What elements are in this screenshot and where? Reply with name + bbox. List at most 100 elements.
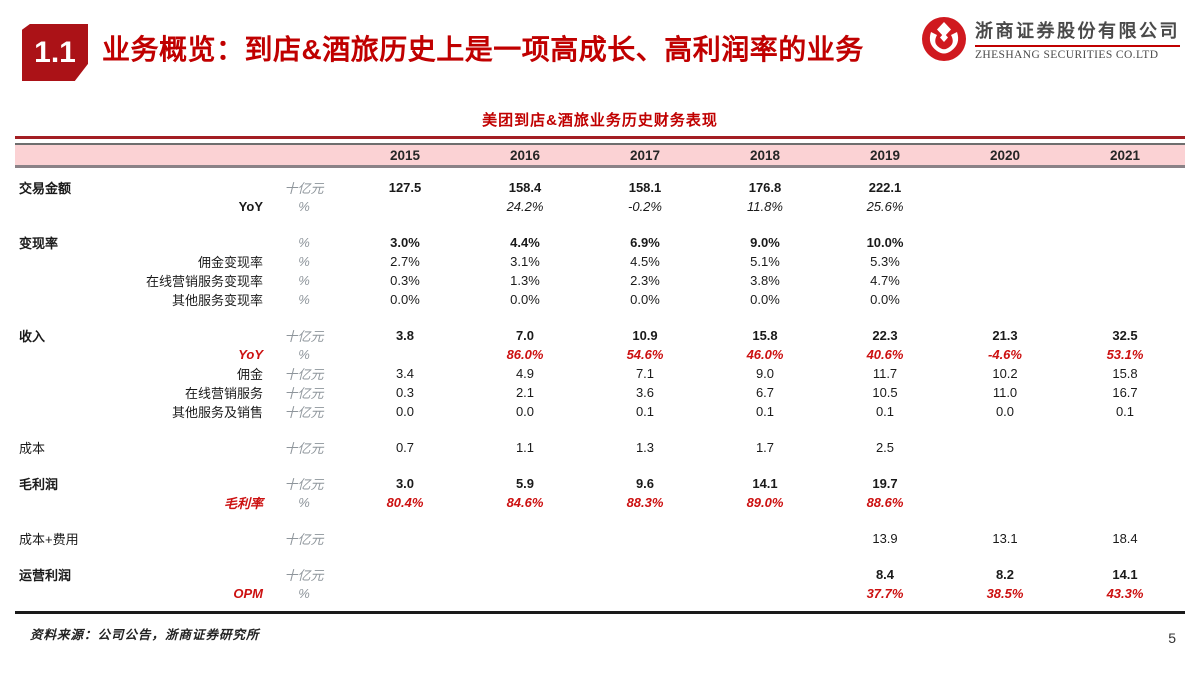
value-cell: 22.3 (872, 328, 898, 343)
value-cell: 86.0% (506, 347, 544, 362)
row-unit: 十亿元 (284, 405, 324, 420)
value-cell: 4.9 (515, 366, 535, 381)
value-cell: 3.4 (395, 366, 415, 381)
source-note: 资料来源：公司公告，浙商证券研究所 (30, 628, 260, 642)
value-cell: 0.3 (395, 385, 415, 400)
value-cell: 38.5% (986, 586, 1024, 601)
table-row: 其他服务及销售 十亿元 0.0 0.0 0.1 0.1 0.1 0.0 0.1 (15, 402, 1185, 421)
value-cell: 11.8% (747, 199, 783, 214)
row-label: 收入 (19, 329, 46, 344)
value-cell: 24.2% (506, 199, 544, 214)
value-cell: 46.0% (746, 347, 784, 362)
value-cell: 158.4 (508, 180, 542, 195)
value-cell: 7.1 (635, 366, 655, 381)
value-cell: 6.7 (755, 385, 775, 400)
row-label: 佣金变现率 (197, 255, 263, 270)
value-cell: 25.6% (866, 199, 904, 214)
value-cell: 40.6% (866, 347, 904, 362)
table-row: YoY% 24.2% -0.2% 11.8% 25.6% (15, 197, 1185, 216)
page-header: 1.1 业务概览：到店&酒旅历史上是一项高成长、高利润率的业务 浙商证券股份有限… (0, 0, 1200, 92)
table-row: 在线营销服务变现率% 0.3% 1.3% 2.3% 3.8% 4.7% (15, 271, 1185, 290)
value-cell: 15.8 (1112, 366, 1138, 381)
value-cell: 89.0% (746, 495, 784, 510)
table-row: 其他服务变现率% 0.0% 0.0% 0.0% 0.0% 0.0% (15, 290, 1185, 309)
logo-text: 浙商证券股份有限公司 ZHESHANG SECURITIES CO.LTD (975, 17, 1180, 61)
table-row: 成本 十亿元 0.7 1.1 1.3 1.7 2.5 (15, 438, 1185, 457)
value-cell: 21.3 (992, 328, 1018, 343)
row-unit: % (298, 292, 310, 307)
value-cell: 9.0% (750, 235, 780, 250)
table-row: OPM% 37.7% 38.5% 43.3% (15, 584, 1185, 603)
table-row: 佣金 十亿元 3.4 4.9 7.1 9.0 11.7 10.2 15.8 (15, 364, 1185, 383)
value-cell: 158.1 (628, 180, 662, 195)
value-cell: 0.0 (395, 404, 415, 419)
table-row: 毛利率% 80.4% 84.6% 88.3% 89.0% 88.6% (15, 493, 1185, 512)
value-cell: 0.0% (870, 292, 900, 307)
value-cell: 14.1 (1112, 567, 1138, 582)
value-cell: 0.1 (875, 404, 895, 419)
row-unit: 十亿元 (284, 477, 324, 492)
value-cell: 176.8 (748, 180, 782, 195)
row-label: 运营利润 (19, 568, 72, 583)
row-unit: % (298, 586, 310, 601)
value-cell: 11.0 (992, 385, 1018, 400)
value-cell: 0.1 (1115, 404, 1135, 419)
value-cell: 4.7% (870, 273, 900, 288)
value-cell: 37.7% (866, 586, 904, 601)
value-cell: 11.7 (872, 366, 898, 381)
value-cell: 3.0% (390, 235, 420, 250)
value-cell: 6.9% (630, 235, 660, 250)
value-cell: 88.3% (626, 495, 664, 510)
value-cell: 14.1 (752, 476, 778, 491)
year-header-row: 2015 2016 2017 2018 2019 2020 2021 (15, 143, 1185, 168)
value-cell: 0.7 (395, 440, 415, 455)
value-cell: 13.1 (992, 531, 1018, 546)
spacer-row (15, 309, 1185, 326)
section-number: 1.1 (34, 35, 76, 69)
value-cell: 127.5 (388, 180, 422, 195)
value-cell: 10.2 (992, 366, 1018, 381)
row-unit: 十亿元 (284, 367, 324, 382)
value-cell: 0.0% (390, 292, 420, 307)
value-cell: 43.3% (1106, 586, 1144, 601)
table-row: 收入 十亿元 3.8 7.0 10.9 15.8 22.3 21.3 32.5 (15, 326, 1185, 345)
row-label: 变现率 (19, 236, 59, 251)
value-cell: 0.0 (515, 404, 535, 419)
spacer-row (15, 512, 1185, 529)
value-cell: 3.8 (395, 328, 415, 343)
row-label: 在线营销服务变现率 (145, 274, 263, 289)
table-body: 交易金额 十亿元 127.5 158.4 158.1 176.8 222.1 YoY% 24.2… (15, 168, 1185, 614)
row-label: 在线营销服务 (184, 386, 263, 401)
table-top-rule (15, 136, 1185, 139)
value-cell: 10.0% (866, 235, 904, 250)
value-cell: 9.0 (755, 366, 775, 381)
value-cell: 4.5% (630, 254, 660, 269)
value-cell: 8.2 (995, 567, 1015, 582)
value-cell: 5.1% (750, 254, 780, 269)
row-label: 佣金 (236, 367, 263, 382)
page-title: 业务概览：到店&酒旅历史上是一项高成长、高利润率的业务 (102, 34, 864, 65)
value-cell: 0.0% (510, 292, 540, 307)
value-cell: 1.3% (510, 273, 540, 288)
row-label: 其他服务及销售 (171, 405, 263, 420)
value-cell: 0.3% (390, 273, 420, 288)
value-cell: 13.9 (872, 531, 898, 546)
value-cell: 222.1 (868, 180, 902, 195)
value-cell: 10.5 (872, 385, 898, 400)
row-label: OPM (233, 586, 263, 601)
year-header: 2019 (869, 147, 901, 163)
year-header: 2018 (749, 147, 781, 163)
row-unit: 十亿元 (284, 532, 324, 547)
value-cell: 5.3% (870, 254, 900, 269)
table-title: 美团到店&酒旅业务历史财务表现 (482, 112, 718, 129)
company-name-en: ZHESHANG SECURITIES CO.LTD (975, 49, 1159, 61)
value-cell: 88.6% (866, 495, 904, 510)
row-unit: 十亿元 (284, 181, 324, 196)
spacer-row (15, 216, 1185, 233)
row-label: 成本 (19, 441, 46, 456)
value-cell: 0.0% (750, 292, 780, 307)
value-cell: 3.6 (635, 385, 655, 400)
value-cell: 10.9 (632, 328, 658, 343)
value-cell: 3.1% (510, 254, 540, 269)
value-cell: 80.4% (386, 495, 424, 510)
